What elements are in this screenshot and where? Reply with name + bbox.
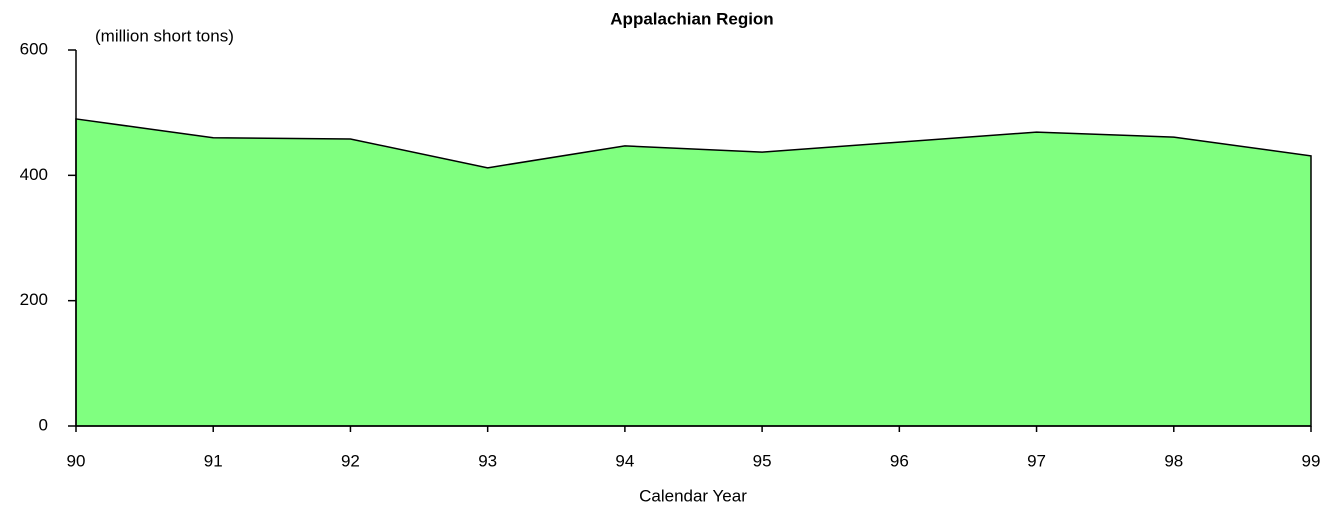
x-tick-label: 93 xyxy=(478,451,497,470)
x-tick-label: 90 xyxy=(67,451,86,470)
x-tick-label: 97 xyxy=(1027,451,1046,470)
x-axis-label: Calendar Year xyxy=(639,486,747,505)
x-tick-label: 98 xyxy=(1164,451,1183,470)
x-tick-label: 94 xyxy=(615,451,634,470)
chart-title: Appalachian Region xyxy=(610,9,773,28)
x-tick-label: 91 xyxy=(204,451,223,470)
y-tick-label: 0 xyxy=(39,415,48,434)
y-axis-label: (million short tons) xyxy=(95,26,234,45)
y-tick-label: 400 xyxy=(20,165,48,184)
y-tick-label: 600 xyxy=(20,39,48,58)
y-tick-label: 200 xyxy=(20,290,48,309)
x-tick-label: 96 xyxy=(890,451,909,470)
x-tick-label: 92 xyxy=(341,451,360,470)
area xyxy=(75,118,1312,427)
x-tick-label: 95 xyxy=(753,451,772,470)
x-tick-label: 99 xyxy=(1302,451,1321,470)
